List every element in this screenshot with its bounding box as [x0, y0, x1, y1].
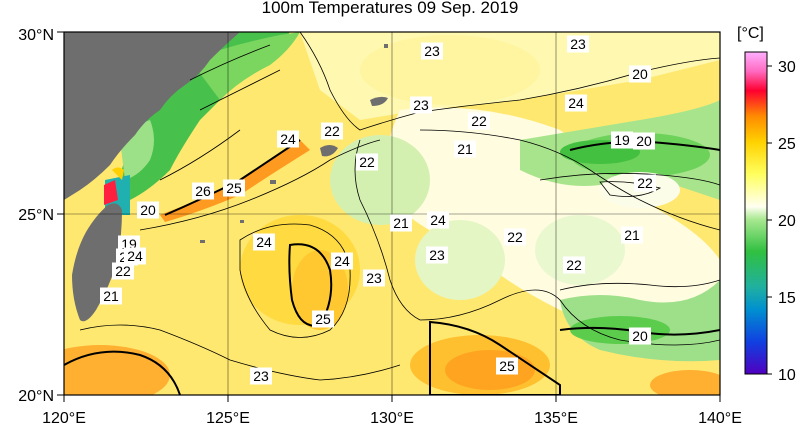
contour-label-text: 20 — [636, 133, 652, 149]
contour-label: 22 — [563, 256, 585, 274]
contour-label: 20 — [137, 201, 159, 219]
contour-label-text: 23 — [253, 368, 269, 384]
lon-label-120e: 120°E — [42, 410, 86, 427]
contour-label-text: 20 — [632, 66, 648, 82]
contour-label-text: 22 — [115, 263, 131, 279]
contour-label: 21 — [454, 140, 476, 158]
colorbar: [°C] 30 25 20 15 10 — [737, 25, 796, 384]
contour-label: 23 — [363, 269, 385, 287]
contour-label-text: 22 — [507, 229, 523, 245]
contour-label: 24 — [331, 252, 353, 270]
contour-label-text: 23 — [429, 247, 445, 263]
contour-label-text: 22 — [471, 113, 487, 129]
colorbar-tick-30: 30 — [778, 59, 796, 76]
colorbar-unit: [°C] — [737, 25, 764, 42]
contour-label-text: 21 — [393, 215, 409, 231]
lon-label-135e: 135°E — [534, 410, 578, 427]
contour-label: 22 — [504, 228, 526, 246]
contour-label: 22 — [634, 174, 656, 192]
map-gridlines — [64, 32, 720, 395]
contour-label-text: 22 — [566, 257, 582, 273]
contour-label: 20 — [633, 132, 655, 150]
contour-label: 20 — [629, 327, 651, 345]
contour-label: 25 — [496, 357, 518, 375]
contour-label-text: 25 — [315, 311, 331, 327]
contour-label: 21 — [100, 287, 122, 305]
contour-label-text: 26 — [195, 183, 211, 199]
contour-label-text: 21 — [457, 141, 473, 157]
contour-label: 23 — [250, 367, 272, 385]
contour-label: 22 — [356, 153, 378, 171]
contour-label-text: 24 — [256, 234, 272, 250]
contour-label: 23 — [426, 246, 448, 264]
contour-label: 24 — [277, 130, 299, 148]
lon-label-140e: 140°E — [698, 410, 742, 427]
contour-label: 21 — [621, 226, 643, 244]
lon-label-130e: 130°E — [370, 410, 414, 427]
lat-label-20n: 20°N — [18, 388, 54, 405]
contour-label-text: 24 — [568, 95, 584, 111]
contour-label: 24 — [427, 211, 449, 229]
contour-label: 25 — [312, 310, 334, 328]
contour-label: 23 — [410, 96, 432, 114]
contour-label: 26 — [192, 182, 214, 200]
contour-label: 19 — [611, 131, 633, 149]
map-title: 100m Temperatures 09 Sep. 2019 — [261, 0, 519, 17]
contour-label-text: 23 — [413, 97, 429, 113]
contour-label: 24 — [253, 233, 275, 251]
axis-ticks — [57, 31, 721, 402]
contour-label-text: 24 — [430, 212, 446, 228]
contour-label: 21 — [390, 214, 412, 232]
contour-label-text: 23 — [366, 270, 382, 286]
contour-label-text: 24 — [127, 248, 143, 264]
contour-label: 24 — [565, 94, 587, 112]
contour-label-text: 25 — [499, 358, 515, 374]
contour-label: 25 — [223, 179, 245, 197]
contour-label-text: 22 — [324, 123, 340, 139]
contour-label: 24 — [124, 247, 146, 265]
colorbar-tick-25: 25 — [778, 136, 796, 153]
contour-label-text: 21 — [103, 288, 119, 304]
contour-label-text: 20 — [632, 328, 648, 344]
contour-label-text: 22 — [637, 175, 653, 191]
lon-label-125e: 125°E — [206, 410, 250, 427]
contour-label: 22 — [468, 112, 490, 130]
contour-label-text: 25 — [226, 180, 242, 196]
contour-label-text: 19 — [614, 132, 630, 148]
contour-label: 22 — [112, 262, 134, 280]
lat-label-30n: 30°N — [18, 27, 54, 44]
contour-label-text: 23 — [424, 43, 440, 59]
temperature-field — [64, 32, 720, 395]
contour-label: 23 — [421, 42, 443, 60]
contour-label: 22 — [321, 122, 343, 140]
contour-label-text: 24 — [280, 131, 296, 147]
contour-label-text: 21 — [624, 227, 640, 243]
lat-label-25n: 25°N — [18, 207, 54, 224]
colorbar-tick-20: 20 — [778, 213, 796, 230]
colorbar-tick-10: 10 — [778, 367, 796, 384]
colorbar-ramp — [744, 51, 768, 375]
contour-label-text: 22 — [359, 154, 375, 170]
contour-label-text: 23 — [570, 36, 586, 52]
contour-label: 23 — [567, 35, 589, 53]
contour-label-text: 20 — [140, 202, 156, 218]
contour-label-text: 24 — [334, 253, 350, 269]
contour-label: 20 — [629, 65, 651, 83]
colorbar-tick-15: 15 — [778, 290, 796, 307]
